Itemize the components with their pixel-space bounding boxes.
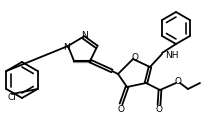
Text: N: N [63,42,69,51]
Text: O: O [174,77,181,86]
Text: NH: NH [165,51,179,60]
Text: O: O [155,105,162,115]
Text: O: O [118,104,125,114]
Text: N: N [81,31,87,40]
Text: Cl: Cl [7,93,16,102]
Text: O: O [131,52,138,61]
